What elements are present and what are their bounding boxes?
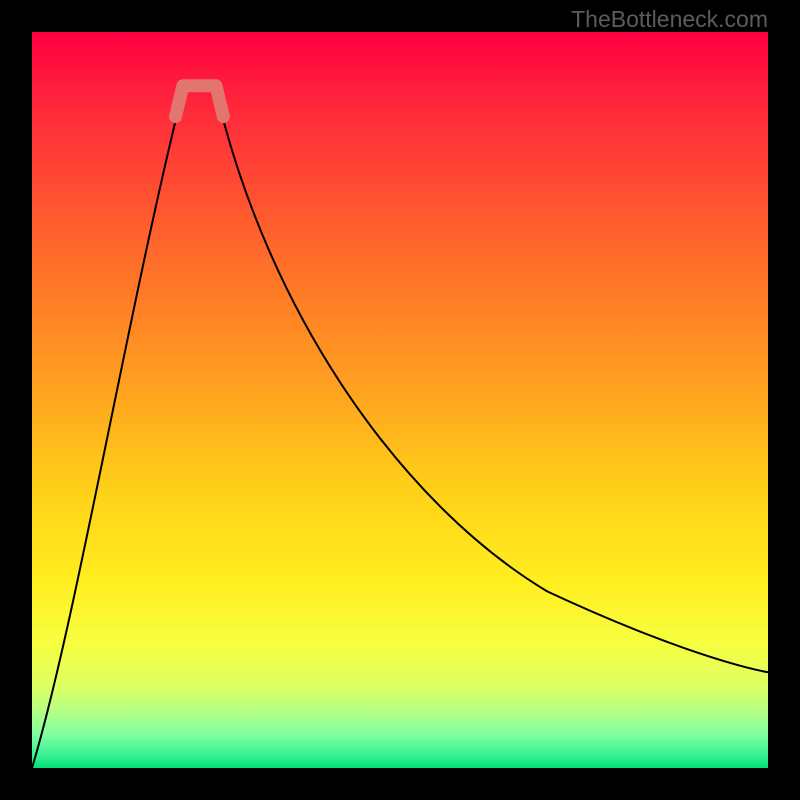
curve-layer	[32, 32, 768, 768]
chart-stage: TheBottleneck.com	[0, 0, 800, 800]
bottleneck-curve	[32, 91, 768, 768]
hook-marker	[176, 86, 224, 117]
plot-area	[32, 32, 768, 768]
watermark: TheBottleneck.com	[571, 6, 768, 33]
